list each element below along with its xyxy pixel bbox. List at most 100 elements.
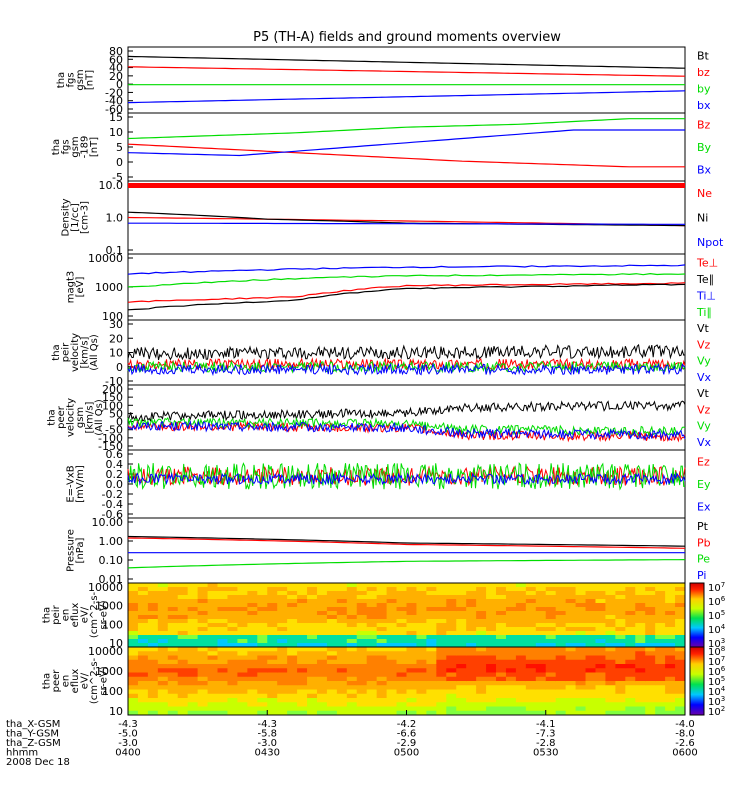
spectrogram-cell xyxy=(137,668,149,673)
spectrogram-cell xyxy=(525,651,537,656)
spectrogram-cell xyxy=(446,607,457,612)
spectrogram-cell xyxy=(505,668,517,673)
spectrogram-cell xyxy=(376,599,388,604)
spectrogram-cell xyxy=(496,643,507,648)
spectrogram-cell xyxy=(207,623,219,628)
spectrogram-cell xyxy=(366,587,378,592)
spectrogram-cell xyxy=(575,659,587,665)
spectrogram-cell xyxy=(655,659,666,665)
spectrogram-cell xyxy=(267,659,278,665)
spectrogram-cell xyxy=(356,631,368,636)
spectrogram-cell xyxy=(346,583,358,588)
spectrogram-cell xyxy=(257,710,268,716)
ephemeris-value: 0530 xyxy=(533,748,558,759)
spectrogram-cell xyxy=(237,668,248,673)
spectrogram-cell xyxy=(167,631,179,636)
spectrogram-cell xyxy=(187,595,199,600)
spectrogram-cell xyxy=(416,659,427,665)
ephemeris-value: -4.2 xyxy=(397,719,417,730)
y-tick-label: 100 xyxy=(102,310,123,323)
spectrogram-cell xyxy=(207,659,219,665)
spectrogram-cell xyxy=(287,681,298,686)
spectrogram-cell xyxy=(605,698,616,703)
spectrogram-cell xyxy=(535,698,547,703)
spectrogram-cell xyxy=(307,591,318,596)
spectrogram-cell xyxy=(227,651,238,656)
spectrogram-cell xyxy=(655,615,666,620)
spectrogram-cell xyxy=(605,681,616,686)
spectrogram-cell xyxy=(605,607,616,612)
spectrogram-cell xyxy=(426,603,437,608)
spectrogram-cell xyxy=(575,615,587,620)
spectrogram-cell xyxy=(197,607,209,612)
spectrogram-cell xyxy=(555,702,567,707)
spectrogram-cell xyxy=(575,599,587,604)
spectrogram-cell xyxy=(436,685,447,690)
spectrogram-cell xyxy=(336,603,348,608)
spectrogram-cell xyxy=(167,685,179,690)
spectrogram-cell xyxy=(157,681,169,686)
spectrogram-cell xyxy=(426,635,437,640)
series-line-bx xyxy=(127,90,686,104)
spectrogram-cell xyxy=(287,631,298,636)
spectrogram-cell xyxy=(366,693,378,699)
spectrogram-cell xyxy=(257,607,268,612)
spectrogram-cell xyxy=(416,651,427,656)
spectrogram-cell xyxy=(655,689,666,695)
spectrogram-cell xyxy=(237,603,248,608)
spectrogram-cell xyxy=(386,599,398,604)
spectrogram-cell xyxy=(237,627,248,632)
spectrogram-cell xyxy=(625,698,636,703)
spectrogram-cell xyxy=(645,643,656,648)
spectrogram-cell xyxy=(247,639,258,644)
spectrogram-cell xyxy=(346,698,358,703)
spectrogram-cell xyxy=(247,676,258,682)
spectrogram-cell xyxy=(386,623,398,628)
spectrogram-cell xyxy=(595,672,606,678)
spectrogram-cell xyxy=(416,647,427,652)
spectrogram-cell xyxy=(655,587,666,592)
spectrogram-cell xyxy=(287,607,298,612)
spectrogram-cell xyxy=(545,595,557,600)
spectrogram-cell xyxy=(635,591,646,596)
spectrogram-cell xyxy=(605,668,616,673)
spectrogram-cell xyxy=(386,639,398,644)
legend-label: Ex xyxy=(697,501,711,514)
spectrogram-cell xyxy=(476,689,487,695)
y-tick-label: 15 xyxy=(109,111,123,124)
spectrogram-cell xyxy=(675,706,686,712)
spectrogram-cell xyxy=(575,689,587,695)
spectrogram-cell xyxy=(247,623,258,628)
spectrogram-cell xyxy=(515,659,527,665)
spectrogram-cell xyxy=(426,639,437,644)
spectrogram-cell xyxy=(635,655,646,661)
spectrogram-cell xyxy=(496,631,507,636)
spectrogram-cell xyxy=(476,710,487,716)
spectrogram-cell xyxy=(446,603,457,608)
series-line-Vy xyxy=(127,359,686,374)
spectrogram-cell xyxy=(486,607,497,612)
spectrogram-cell xyxy=(585,599,596,604)
spectrogram-cell xyxy=(157,623,169,628)
spectrogram-cell xyxy=(157,635,169,640)
spectrogram-cell xyxy=(128,693,139,699)
spectrogram-cell xyxy=(525,623,537,628)
spectrogram-cell xyxy=(406,639,417,644)
spectrogram-cell xyxy=(376,603,388,608)
spectrogram-cell xyxy=(356,689,368,695)
spectrogram-cell xyxy=(675,710,686,716)
spectrogram-cell xyxy=(227,668,238,673)
spectrogram-cell xyxy=(177,615,189,620)
spectrogram-cell xyxy=(575,603,587,608)
spectrogram-cell xyxy=(645,664,656,669)
spectrogram-cell xyxy=(147,587,159,592)
spectrogram-cell xyxy=(366,627,378,632)
spectrogram-cell xyxy=(615,651,626,656)
spectrogram-cell xyxy=(137,689,149,695)
spectrogram-cell xyxy=(297,631,308,636)
spectrogram-cell xyxy=(486,615,497,620)
spectrogram-cell xyxy=(227,672,238,678)
spectrogram-cell xyxy=(446,698,457,703)
spectrogram-cell xyxy=(515,664,527,669)
